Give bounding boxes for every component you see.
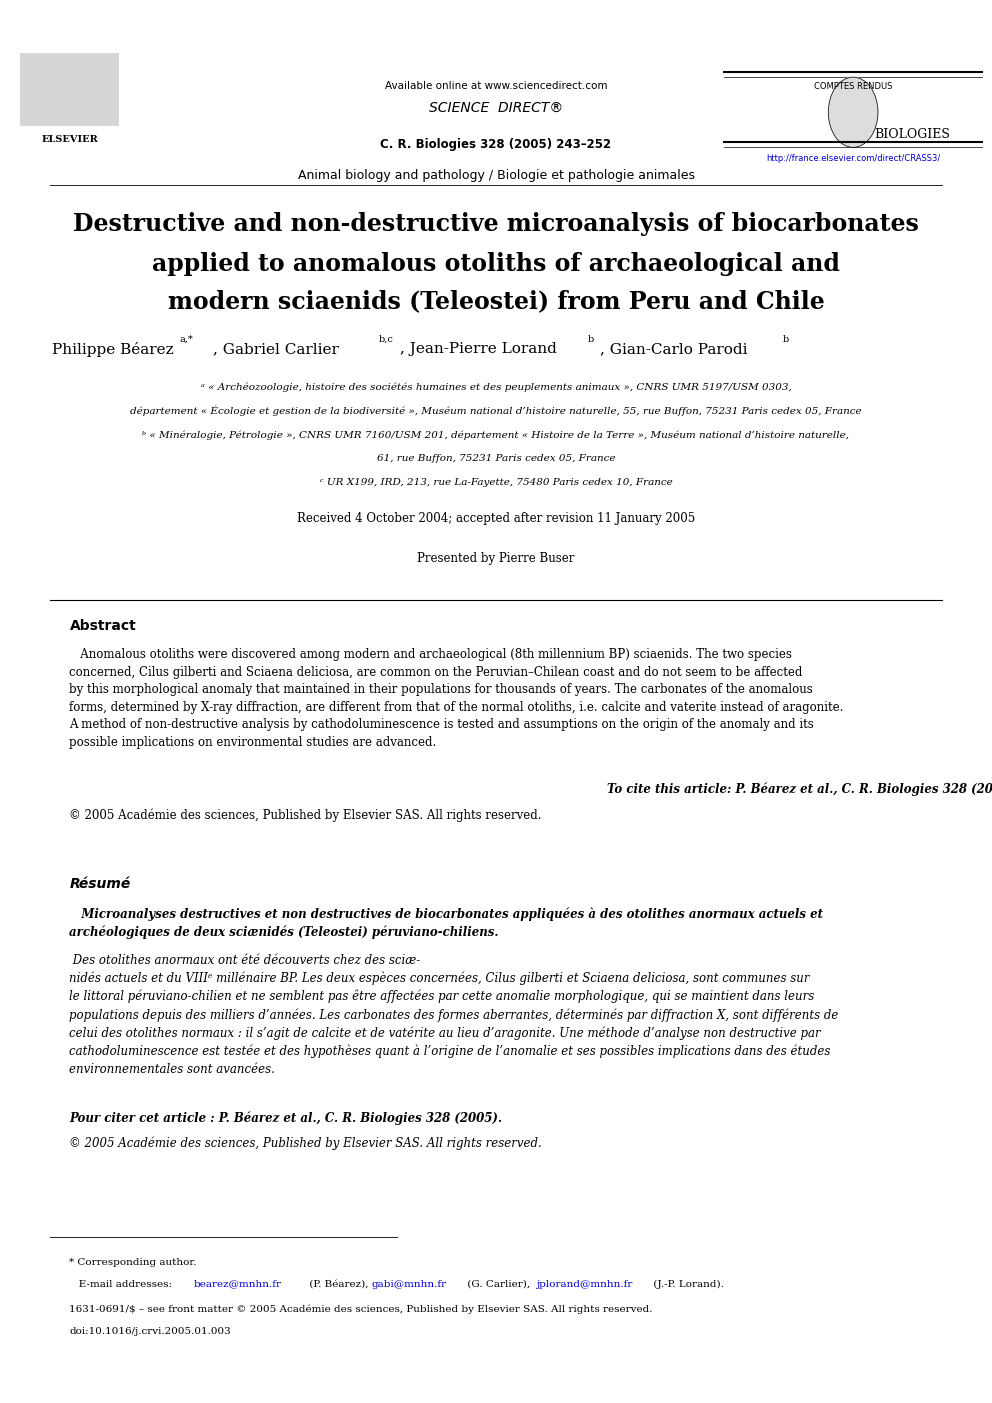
Text: SCIENCE  DIRECT®: SCIENCE DIRECT® [429, 101, 563, 115]
Text: ᵃ « Archéozoologie, histoire des sociétés humaines et des peuplements animaux »,: ᵃ « Archéozoologie, histoire des société… [200, 383, 792, 391]
Circle shape [828, 77, 878, 147]
Text: jplorand@mnhn.fr: jplorand@mnhn.fr [536, 1280, 632, 1288]
Text: Anomalous otoliths were discovered among modern and archaeological (8th millenni: Anomalous otoliths were discovered among… [69, 648, 844, 749]
Text: ᵇ « Minéralogie, Pétrologie », CNRS UMR 7160/USM 201, département « Histoire de : ᵇ « Minéralogie, Pétrologie », CNRS UMR … [143, 431, 849, 439]
Text: a,*: a,* [180, 335, 193, 344]
Text: modern sciaenids (Teleostei) from Peru and Chile: modern sciaenids (Teleostei) from Peru a… [168, 289, 824, 314]
Text: (J.-P. Lorand).: (J.-P. Lorand). [650, 1280, 723, 1289]
Text: Animal biology and pathology / Biologie et pathologie animales: Animal biology and pathology / Biologie … [298, 168, 694, 182]
Text: Available online at www.sciencedirect.com: Available online at www.sciencedirect.co… [385, 80, 607, 91]
Text: Presented by Pierre Buser: Presented by Pierre Buser [418, 553, 574, 565]
Text: Received 4 October 2004; accepted after revision 11 January 2005: Received 4 October 2004; accepted after … [297, 512, 695, 525]
Text: gabi@mnhn.fr: gabi@mnhn.fr [372, 1280, 447, 1288]
Text: applied to anomalous otoliths of archaeological and: applied to anomalous otoliths of archaeo… [152, 251, 840, 276]
Text: département « Écologie et gestion de la biodiversité », Muséum national d’histoi: département « Écologie et gestion de la … [130, 405, 862, 417]
Text: , Gian-Carlo Parodi: , Gian-Carlo Parodi [600, 342, 753, 356]
Text: ELSEVIER: ELSEVIER [41, 135, 98, 143]
Text: b: b [783, 335, 789, 344]
Text: To cite this article: P. Béarez et al., C. R. Biologies 328 (2005).: To cite this article: P. Béarez et al., … [607, 783, 992, 797]
FancyBboxPatch shape [20, 53, 119, 126]
Text: b,c: b,c [379, 335, 394, 344]
Text: bearez@mnhn.fr: bearez@mnhn.fr [193, 1280, 282, 1288]
Text: Microanalyses destructives et non destructives de biocarbonates appliquées à des: Microanalyses destructives et non destru… [69, 908, 823, 940]
Text: doi:10.1016/j.crvi.2005.01.003: doi:10.1016/j.crvi.2005.01.003 [69, 1327, 231, 1336]
Text: Des otolithes anormaux ont été découverts chez des sciæ-
nidés actuels et du VII: Des otolithes anormaux ont été découvert… [69, 954, 839, 1076]
Text: © 2005 Académie des sciences, Published by Elsevier SAS. All rights reserved.: © 2005 Académie des sciences, Published … [69, 808, 542, 822]
Text: BIOLOGIES: BIOLOGIES [875, 128, 950, 142]
Text: * Corresponding author.: * Corresponding author. [69, 1258, 197, 1267]
Text: Destructive and non-destructive microanalysis of biocarbonates: Destructive and non-destructive microana… [73, 212, 919, 237]
Text: http://france.elsevier.com/direct/CRASS3/: http://france.elsevier.com/direct/CRASS3… [766, 154, 940, 163]
Text: , Gabriel Carlier: , Gabriel Carlier [213, 342, 344, 356]
Text: , Jean-Pierre Lorand: , Jean-Pierre Lorand [400, 342, 561, 356]
Text: Résumé: Résumé [69, 877, 131, 891]
Text: COMPTES RENDUS: COMPTES RENDUS [813, 83, 893, 91]
Text: Abstract: Abstract [69, 619, 136, 633]
Text: Philippe Béarez: Philippe Béarez [52, 342, 179, 356]
Text: Pour citer cet article : P. Béarez et al., C. R. Biologies 328 (2005).: Pour citer cet article : P. Béarez et al… [69, 1111, 502, 1125]
Text: E-mail addresses:: E-mail addresses: [69, 1280, 176, 1288]
Text: b: b [587, 335, 593, 344]
Text: (P. Béarez),: (P. Béarez), [306, 1280, 371, 1288]
Text: 1631-0691/$ – see front matter © 2005 Académie des sciences, Published by Elsevi: 1631-0691/$ – see front matter © 2005 Ac… [69, 1305, 653, 1315]
Text: C. R. Biologies 328 (2005) 243–252: C. R. Biologies 328 (2005) 243–252 [381, 137, 611, 152]
Text: 61, rue Buffon, 75231 Paris cedex 05, France: 61, rue Buffon, 75231 Paris cedex 05, Fr… [377, 455, 615, 463]
Text: © 2005 Académie des sciences, Published by Elsevier SAS. All rights reserved.: © 2005 Académie des sciences, Published … [69, 1136, 543, 1150]
Text: ᶜ UR X199, IRD, 213, rue La-Fayette, 75480 Paris cedex 10, France: ᶜ UR X199, IRD, 213, rue La-Fayette, 754… [319, 478, 673, 487]
Text: (G. Carlier),: (G. Carlier), [464, 1280, 534, 1288]
